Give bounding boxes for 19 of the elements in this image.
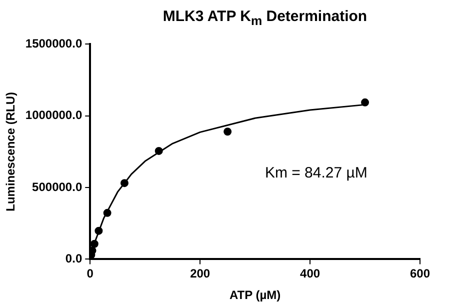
y-tick-label: 500000.0 <box>32 180 82 194</box>
x-tick-label: 0 <box>86 266 94 281</box>
point <box>120 179 128 188</box>
x-tick-label: 200 <box>190 266 210 281</box>
x-axis-title: ATP (µM) <box>229 288 281 302</box>
point <box>361 98 370 106</box>
x-tick-label: 400 <box>300 266 320 281</box>
point <box>90 240 98 248</box>
point <box>224 128 232 136</box>
point <box>103 208 112 217</box>
annotation: Km = 84.27 µM <box>264 164 368 182</box>
point <box>94 226 103 235</box>
y-tick-label: 1000000.0 <box>25 108 82 122</box>
x-tick-label: 600 <box>410 266 430 281</box>
y-tick-label: 1500000.0 <box>25 36 82 51</box>
y-axis-title: Luminescence (RLU) <box>4 92 18 212</box>
chart-title: MLK3 ATP K$_{m}$ Determination <box>162 8 368 28</box>
point <box>154 146 163 155</box>
y-tick-label: 0.0 <box>65 252 82 266</box>
